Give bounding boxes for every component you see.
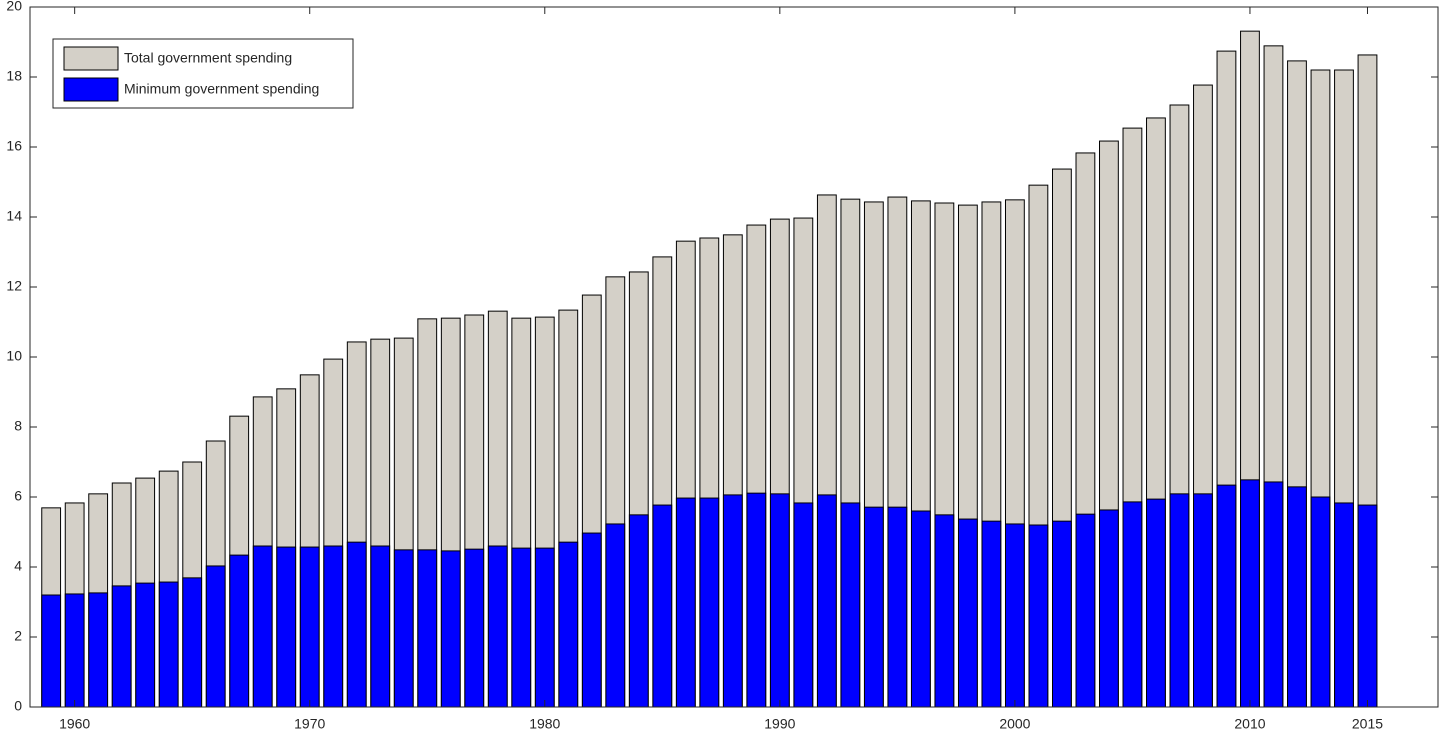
bar — [722, 494, 743, 708]
bar — [605, 523, 626, 708]
bar — [1075, 513, 1096, 708]
bar — [511, 547, 532, 708]
x-tick-label: 1960 — [59, 716, 90, 732]
bar — [863, 506, 884, 708]
y-tick-label: 12 — [6, 278, 22, 294]
bar — [1263, 481, 1284, 708]
bar — [1099, 509, 1119, 708]
y-tick-label: 6 — [14, 488, 22, 504]
bar — [323, 545, 344, 708]
bar — [276, 546, 297, 708]
bar — [346, 541, 367, 708]
bar — [440, 550, 461, 708]
bar — [1310, 496, 1331, 708]
legend: Total government spending Minimum governm… — [52, 38, 354, 109]
bar — [1357, 504, 1378, 708]
y-tick-label: 16 — [6, 138, 22, 154]
y-tick-label: 4 — [14, 558, 22, 574]
y-tick-label: 20 — [6, 0, 22, 14]
x-tick-label: 2000 — [999, 716, 1030, 732]
bar — [840, 502, 861, 708]
bar — [1169, 493, 1190, 708]
bar — [464, 548, 485, 708]
bar — [1028, 524, 1049, 708]
bar — [910, 510, 931, 708]
bar — [88, 592, 109, 708]
bar — [793, 502, 814, 708]
bar — [699, 497, 720, 708]
bar — [205, 565, 226, 708]
legend-label: Total government spending — [124, 50, 292, 66]
bar — [934, 514, 955, 708]
bar — [135, 582, 156, 708]
bar — [652, 504, 673, 708]
bar — [111, 585, 132, 708]
legend-swatch — [63, 46, 119, 71]
y-tick-label: 14 — [6, 208, 22, 224]
bar — [675, 497, 696, 708]
y-tick-label: 8 — [14, 418, 22, 434]
bar — [746, 492, 767, 708]
bar — [252, 545, 273, 708]
bar — [628, 514, 649, 708]
bar — [299, 546, 320, 708]
bar — [534, 547, 555, 708]
bar — [1146, 498, 1166, 708]
bar — [41, 594, 62, 708]
x-tick-label: 2015 — [1352, 716, 1383, 732]
bar — [558, 541, 579, 708]
bar — [1122, 501, 1143, 708]
bar — [1240, 479, 1260, 708]
bar — [887, 506, 908, 708]
y-tick-label: 18 — [6, 68, 22, 84]
bar — [1193, 493, 1213, 708]
bar — [1334, 502, 1354, 708]
bar — [581, 532, 602, 708]
bar — [182, 577, 203, 708]
bar — [64, 593, 85, 708]
legend-label: Minimum government spending — [124, 81, 319, 97]
bar — [981, 520, 1002, 708]
bar — [229, 554, 250, 708]
y-tick-label: 2 — [14, 628, 22, 644]
bar — [1287, 486, 1307, 708]
bar — [816, 494, 837, 708]
x-tick-label: 1980 — [529, 716, 560, 732]
x-tick-label: 2010 — [1234, 716, 1265, 732]
bar — [1216, 484, 1237, 708]
y-tick-label: 0 — [14, 698, 22, 714]
bar — [769, 493, 790, 708]
bar — [1052, 520, 1072, 708]
bar — [393, 549, 414, 708]
legend-swatch — [63, 77, 119, 102]
x-tick-label: 1970 — [294, 716, 325, 732]
bar — [1004, 523, 1025, 708]
y-tick-label: 10 — [6, 348, 22, 364]
x-tick-label: 1990 — [764, 716, 795, 732]
bar — [417, 549, 438, 708]
bar — [487, 545, 508, 708]
bar — [957, 518, 978, 708]
bar — [370, 545, 391, 708]
bar — [158, 581, 179, 708]
